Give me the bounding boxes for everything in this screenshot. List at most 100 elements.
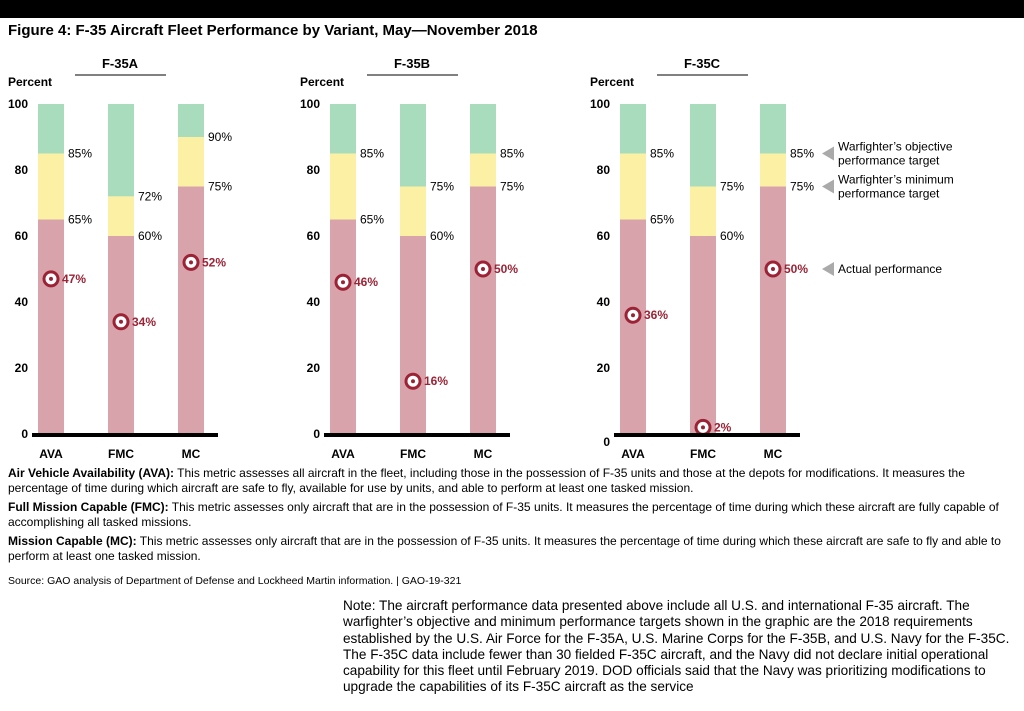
x-category-label: MC bbox=[182, 447, 201, 461]
minimum-target-label: 75% bbox=[500, 180, 524, 194]
definition-term: Full Mission Capable (FMC): bbox=[8, 500, 169, 514]
y-tick-label: 20 bbox=[15, 361, 29, 375]
actual-performance-marker-dot bbox=[411, 379, 415, 384]
bar-segment-below-minimum bbox=[690, 236, 716, 434]
legend-text: Warfighter’s objective bbox=[838, 140, 953, 154]
bar-segment-minimum-to-objective bbox=[330, 153, 356, 220]
definition-text: This metric assesses only aircraft that … bbox=[8, 500, 999, 529]
definition-ava: Air Vehicle Availability (AVA): This met… bbox=[8, 466, 1008, 495]
minimum-target-label: 60% bbox=[138, 229, 162, 243]
objective-target-label: 85% bbox=[360, 147, 384, 161]
performance-chart: F-35A Percent 0 20 40 60 80 100 85% 65% 47% AVA 72% 6… bbox=[8, 56, 954, 461]
actual-performance-label: 2% bbox=[714, 420, 732, 434]
definition-term: Mission Capable (MC): bbox=[8, 534, 137, 548]
legend-pointer-icon bbox=[822, 146, 834, 161]
x-category-label: MC bbox=[474, 447, 493, 461]
bar-segment-minimum-to-objective bbox=[400, 186, 426, 236]
bar-segment-below-minimum bbox=[330, 219, 356, 434]
actual-performance-label: 46% bbox=[354, 275, 378, 289]
minimum-target-label: 60% bbox=[430, 229, 454, 243]
bar-segment-above-objective bbox=[38, 104, 64, 154]
y-tick-label: 0 bbox=[603, 435, 610, 449]
bar-segment-minimum-to-objective bbox=[470, 153, 496, 187]
y-tick-label: 100 bbox=[300, 97, 320, 111]
x-category-label: AVA bbox=[331, 447, 355, 461]
actual-performance-marker-dot bbox=[49, 276, 53, 281]
bar-segment-below-minimum bbox=[620, 219, 646, 434]
objective-target-label: 72% bbox=[138, 189, 162, 203]
minimum-target-label: 75% bbox=[790, 180, 814, 194]
y-tick-label: 60 bbox=[15, 229, 29, 243]
actual-performance-label: 47% bbox=[62, 272, 86, 286]
y-tick-label: 20 bbox=[597, 361, 611, 375]
bar-segment-above-objective bbox=[400, 104, 426, 187]
minimum-target-label: 75% bbox=[208, 180, 232, 194]
actual-performance-label: 50% bbox=[494, 262, 518, 276]
objective-target-label: 85% bbox=[790, 147, 814, 161]
y-tick-label: 80 bbox=[597, 163, 611, 177]
minimum-target-label: 65% bbox=[360, 213, 384, 227]
bar-segment-above-objective bbox=[330, 104, 356, 154]
y-axis-label: Percent bbox=[8, 75, 52, 89]
definition-fmc: Full Mission Capable (FMC): This metric … bbox=[8, 500, 1008, 529]
legend-text: performance target bbox=[838, 187, 940, 201]
legend-pointer-icon bbox=[822, 262, 834, 276]
legend-text: Warfighter’s minimum bbox=[838, 173, 954, 187]
bar-segment-above-objective bbox=[760, 104, 786, 154]
x-axis-baseline bbox=[324, 433, 510, 437]
source-line: Source: GAO analysis of Department of De… bbox=[8, 575, 462, 587]
x-category-label: AVA bbox=[621, 447, 645, 461]
actual-performance-marker-dot bbox=[771, 267, 775, 271]
bar-segment-above-objective bbox=[470, 104, 496, 154]
bar-segment-minimum-to-objective bbox=[178, 137, 204, 187]
objective-target-label: 75% bbox=[720, 180, 744, 194]
y-tick-label: 60 bbox=[307, 229, 321, 243]
y-tick-label: 100 bbox=[8, 97, 28, 111]
actual-performance-marker-dot bbox=[701, 425, 705, 430]
bar-segment-above-objective bbox=[620, 104, 646, 154]
actual-performance-label: 36% bbox=[644, 308, 668, 322]
definition-text: This metric assesses all aircraft in the… bbox=[8, 466, 965, 495]
bar-segment-above-objective bbox=[178, 104, 204, 137]
y-tick-label: 60 bbox=[597, 229, 611, 243]
x-axis-baseline bbox=[32, 433, 218, 437]
note-paragraph: Note: The aircraft performance data pres… bbox=[343, 598, 1010, 695]
objective-target-label: 85% bbox=[500, 147, 524, 161]
bar-segment-below-minimum bbox=[108, 236, 134, 434]
bar-segment-below-minimum bbox=[760, 186, 786, 434]
y-tick-label: 40 bbox=[15, 295, 29, 309]
actual-performance-label: 34% bbox=[132, 315, 156, 329]
x-category-label: AVA bbox=[39, 447, 63, 461]
panel-title: F-35C bbox=[684, 56, 721, 71]
panel-title: F-35B bbox=[394, 56, 430, 71]
y-tick-label: 80 bbox=[307, 163, 321, 177]
actual-performance-marker-dot bbox=[481, 267, 485, 271]
actual-performance-label: 16% bbox=[424, 374, 448, 388]
y-tick-label: 0 bbox=[21, 427, 28, 441]
bar-segment-minimum-to-objective bbox=[760, 153, 786, 187]
panel-title: F-35A bbox=[102, 56, 139, 71]
definitions: Air Vehicle Availability (AVA): This met… bbox=[8, 466, 1008, 568]
actual-performance-label: 52% bbox=[202, 255, 226, 269]
bar-segment-minimum-to-objective bbox=[690, 186, 716, 236]
x-category-label: FMC bbox=[690, 447, 716, 461]
minimum-target-label: 60% bbox=[720, 229, 744, 243]
y-axis-label: Percent bbox=[300, 75, 344, 89]
definition-term: Air Vehicle Availability (AVA): bbox=[8, 466, 175, 480]
actual-performance-marker-dot bbox=[189, 260, 193, 265]
y-tick-label: 0 bbox=[313, 427, 320, 441]
y-tick-label: 20 bbox=[307, 361, 321, 375]
objective-target-label: 75% bbox=[430, 180, 454, 194]
actual-performance-label: 50% bbox=[784, 262, 808, 276]
bar-segment-above-objective bbox=[108, 104, 134, 197]
minimum-target-label: 65% bbox=[68, 213, 92, 227]
legend-text: Actual performance bbox=[838, 262, 942, 276]
y-tick-label: 40 bbox=[307, 295, 321, 309]
bar-segment-below-minimum bbox=[400, 236, 426, 434]
bar-segment-below-minimum bbox=[38, 219, 64, 434]
objective-target-label: 85% bbox=[68, 147, 92, 161]
bar-segment-minimum-to-objective bbox=[620, 153, 646, 220]
actual-performance-marker-dot bbox=[341, 280, 345, 285]
x-category-label: MC bbox=[764, 447, 783, 461]
top-rule bbox=[0, 0, 1024, 18]
